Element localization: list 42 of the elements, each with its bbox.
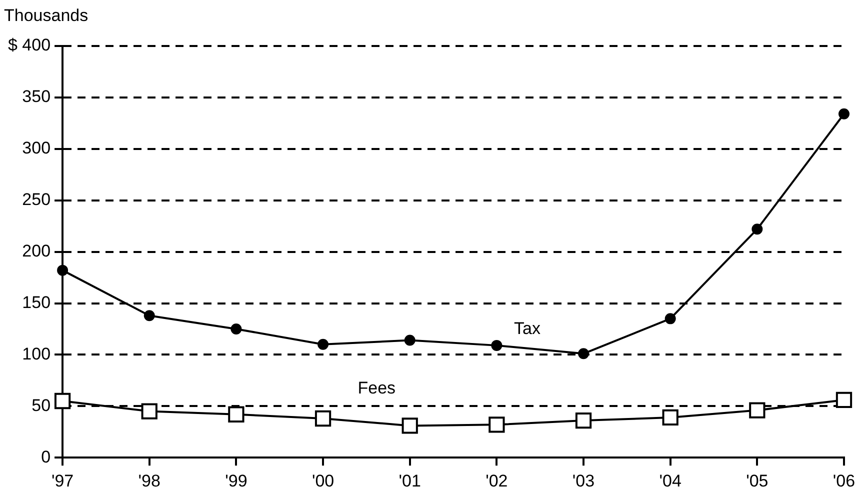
- y-tick-label: 300: [22, 138, 51, 158]
- x-tick-label: '98: [138, 471, 160, 490]
- x-tick-label: '04: [659, 471, 682, 490]
- x-tick-label: '00: [312, 471, 334, 490]
- y-tick-label: 350: [22, 87, 51, 106]
- point: [57, 264, 68, 276]
- point: [144, 310, 155, 322]
- point: [838, 108, 850, 120]
- point: [836, 392, 852, 408]
- y-axis-title: Thousands: [4, 6, 88, 26]
- x-tick-label: '05: [746, 471, 768, 490]
- series-label: Fees: [358, 378, 396, 398]
- point: [228, 406, 244, 422]
- y-tick-label: 0: [41, 447, 51, 466]
- point: [314, 410, 332, 427]
- y-tick-label: $ 400: [8, 36, 51, 55]
- point: [749, 402, 766, 418]
- point: [662, 409, 678, 426]
- y-tick-label: 150: [22, 292, 51, 312]
- series-label: Tax: [514, 319, 542, 338]
- y-tick-label: 200: [22, 241, 51, 260]
- point: [404, 334, 416, 346]
- point: [488, 416, 505, 433]
- x-tick-label: '03: [572, 471, 595, 490]
- y-tick-label: 50: [32, 396, 51, 415]
- point: [54, 392, 71, 410]
- y-tick-label: 250: [22, 190, 51, 210]
- x-tick-label: '99: [225, 471, 248, 490]
- point: [402, 418, 418, 434]
- x-tick-label: '01: [398, 471, 421, 490]
- point: [141, 403, 158, 420]
- point: [575, 412, 592, 429]
- point: [752, 224, 763, 235]
- y-tick-label: 100: [22, 344, 51, 364]
- point: [318, 338, 329, 350]
- point: [664, 313, 676, 324]
- x-tick-label: '02: [486, 471, 508, 490]
- point: [491, 340, 502, 351]
- point: [578, 348, 590, 360]
- point: [230, 323, 242, 334]
- x-tick-label: '97: [51, 471, 74, 490]
- x-tick-label: '06: [832, 471, 856, 490]
